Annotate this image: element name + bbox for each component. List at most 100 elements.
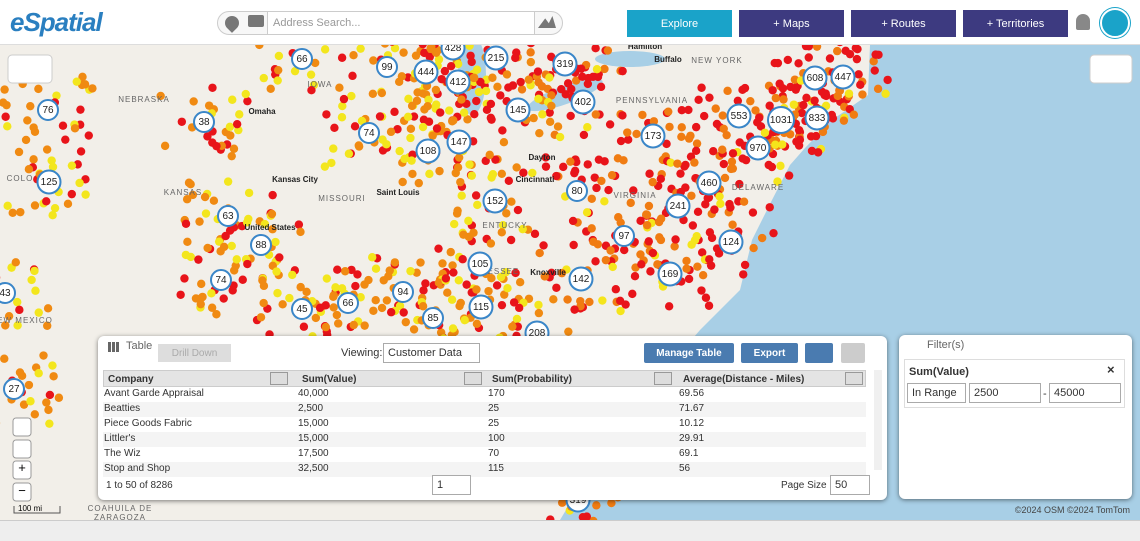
location-dot (807, 146, 817, 156)
column-filter[interactable] (464, 372, 482, 385)
cluster[interactable] (802, 65, 828, 91)
location-dot (54, 393, 64, 402)
cluster[interactable] (718, 229, 744, 255)
cluster[interactable] (640, 123, 666, 149)
scrollbar[interactable] (874, 370, 882, 470)
zoom-out-button[interactable] (12, 482, 32, 502)
location-dot (570, 168, 579, 178)
location-dot (845, 49, 855, 59)
cluster[interactable] (445, 69, 471, 95)
bell-icon[interactable] (1076, 14, 1090, 30)
cluster[interactable] (665, 193, 691, 219)
column-filter[interactable] (845, 372, 863, 385)
zoom-box-button[interactable] (12, 417, 32, 437)
location-dot (546, 515, 555, 520)
cluster[interactable] (413, 59, 439, 85)
logo[interactable]: eSpatial (10, 7, 103, 37)
location-dot (76, 147, 86, 156)
location-dot (181, 250, 191, 260)
column-filter[interactable] (270, 372, 288, 385)
cluster[interactable] (745, 135, 771, 161)
cluster[interactable] (291, 298, 313, 320)
location-dot (360, 321, 369, 330)
territories-button[interactable]: + Territories (963, 10, 1068, 37)
explore-button[interactable]: Explore (627, 10, 732, 37)
location-dot (797, 108, 807, 118)
zoom-in-button[interactable] (12, 460, 32, 480)
locate-button[interactable] (12, 439, 32, 459)
location-dot (482, 105, 492, 115)
cluster[interactable] (250, 234, 272, 256)
manage-table-button[interactable]: Manage Table (644, 343, 734, 363)
cluster[interactable] (467, 251, 493, 277)
cluster[interactable] (37, 99, 59, 121)
location-dot (197, 279, 206, 289)
location-dot (400, 154, 409, 164)
cluster[interactable] (767, 106, 795, 134)
cluster[interactable] (483, 45, 509, 71)
tools-button[interactable] (7, 54, 53, 84)
max-input[interactable]: 45000 (1049, 383, 1121, 403)
cluster[interactable] (440, 45, 466, 61)
page-size-select[interactable]: 50 (830, 475, 870, 495)
min-input[interactable]: 2500 (969, 383, 1041, 403)
operator-select[interactable]: In Range (907, 383, 966, 403)
legend-button[interactable] (1089, 54, 1133, 84)
cluster[interactable] (830, 64, 856, 90)
cluster[interactable] (358, 122, 380, 144)
drill-down-button[interactable]: Drill Down (158, 344, 231, 362)
cluster[interactable] (415, 138, 441, 164)
remove-filter[interactable]: × (1107, 362, 1115, 377)
cluster[interactable] (726, 103, 752, 129)
routes-button[interactable]: + Routes (851, 10, 956, 37)
cluster[interactable] (804, 105, 830, 131)
location-dot (176, 290, 185, 299)
cluster[interactable] (505, 97, 531, 123)
export-button[interactable]: Export (741, 343, 798, 363)
map-label: Hamilton (628, 45, 662, 51)
cluster[interactable] (657, 261, 683, 287)
avatar[interactable] (1100, 8, 1130, 38)
location-dot (718, 145, 727, 154)
cluster[interactable] (468, 294, 494, 320)
location-dot (381, 45, 389, 48)
location-dot (241, 89, 250, 99)
cluster[interactable] (482, 188, 508, 214)
location-dot (84, 131, 93, 140)
chat-icon[interactable] (248, 15, 264, 27)
location-dot (200, 192, 210, 202)
location-dot (435, 166, 444, 176)
cluster[interactable] (193, 111, 215, 133)
cluster[interactable] (291, 48, 313, 70)
column-filter[interactable] (654, 372, 672, 385)
cluster[interactable] (570, 89, 596, 115)
viewing-select[interactable]: Customer Data (383, 343, 480, 363)
cluster[interactable] (0, 282, 16, 304)
cluster[interactable] (446, 129, 472, 155)
search-input[interactable]: Address Search... (267, 12, 535, 34)
cluster[interactable] (337, 292, 359, 314)
cluster[interactable] (3, 378, 25, 400)
chart-button[interactable] (805, 343, 833, 363)
cluster[interactable] (217, 205, 239, 227)
cluster[interactable] (210, 269, 232, 291)
map-label: United States (244, 223, 296, 232)
location-dot (856, 80, 865, 90)
cluster[interactable] (422, 307, 444, 329)
cluster[interactable] (696, 170, 722, 196)
location-dot (19, 400, 29, 409)
cluster[interactable] (36, 169, 62, 195)
cluster[interactable] (392, 281, 414, 303)
location-dot (739, 197, 749, 206)
cluster[interactable] (552, 51, 578, 77)
cluster[interactable] (566, 180, 588, 202)
cluster[interactable] (613, 225, 635, 247)
table-cell: 69.1 (679, 448, 699, 459)
page-select[interactable]: 1 (432, 475, 471, 495)
location-dot (414, 178, 423, 188)
location-dot (227, 241, 236, 251)
cluster[interactable] (568, 266, 594, 292)
maps-button[interactable]: + Maps (739, 10, 844, 37)
location-dot (691, 146, 701, 156)
cluster[interactable] (376, 56, 398, 78)
